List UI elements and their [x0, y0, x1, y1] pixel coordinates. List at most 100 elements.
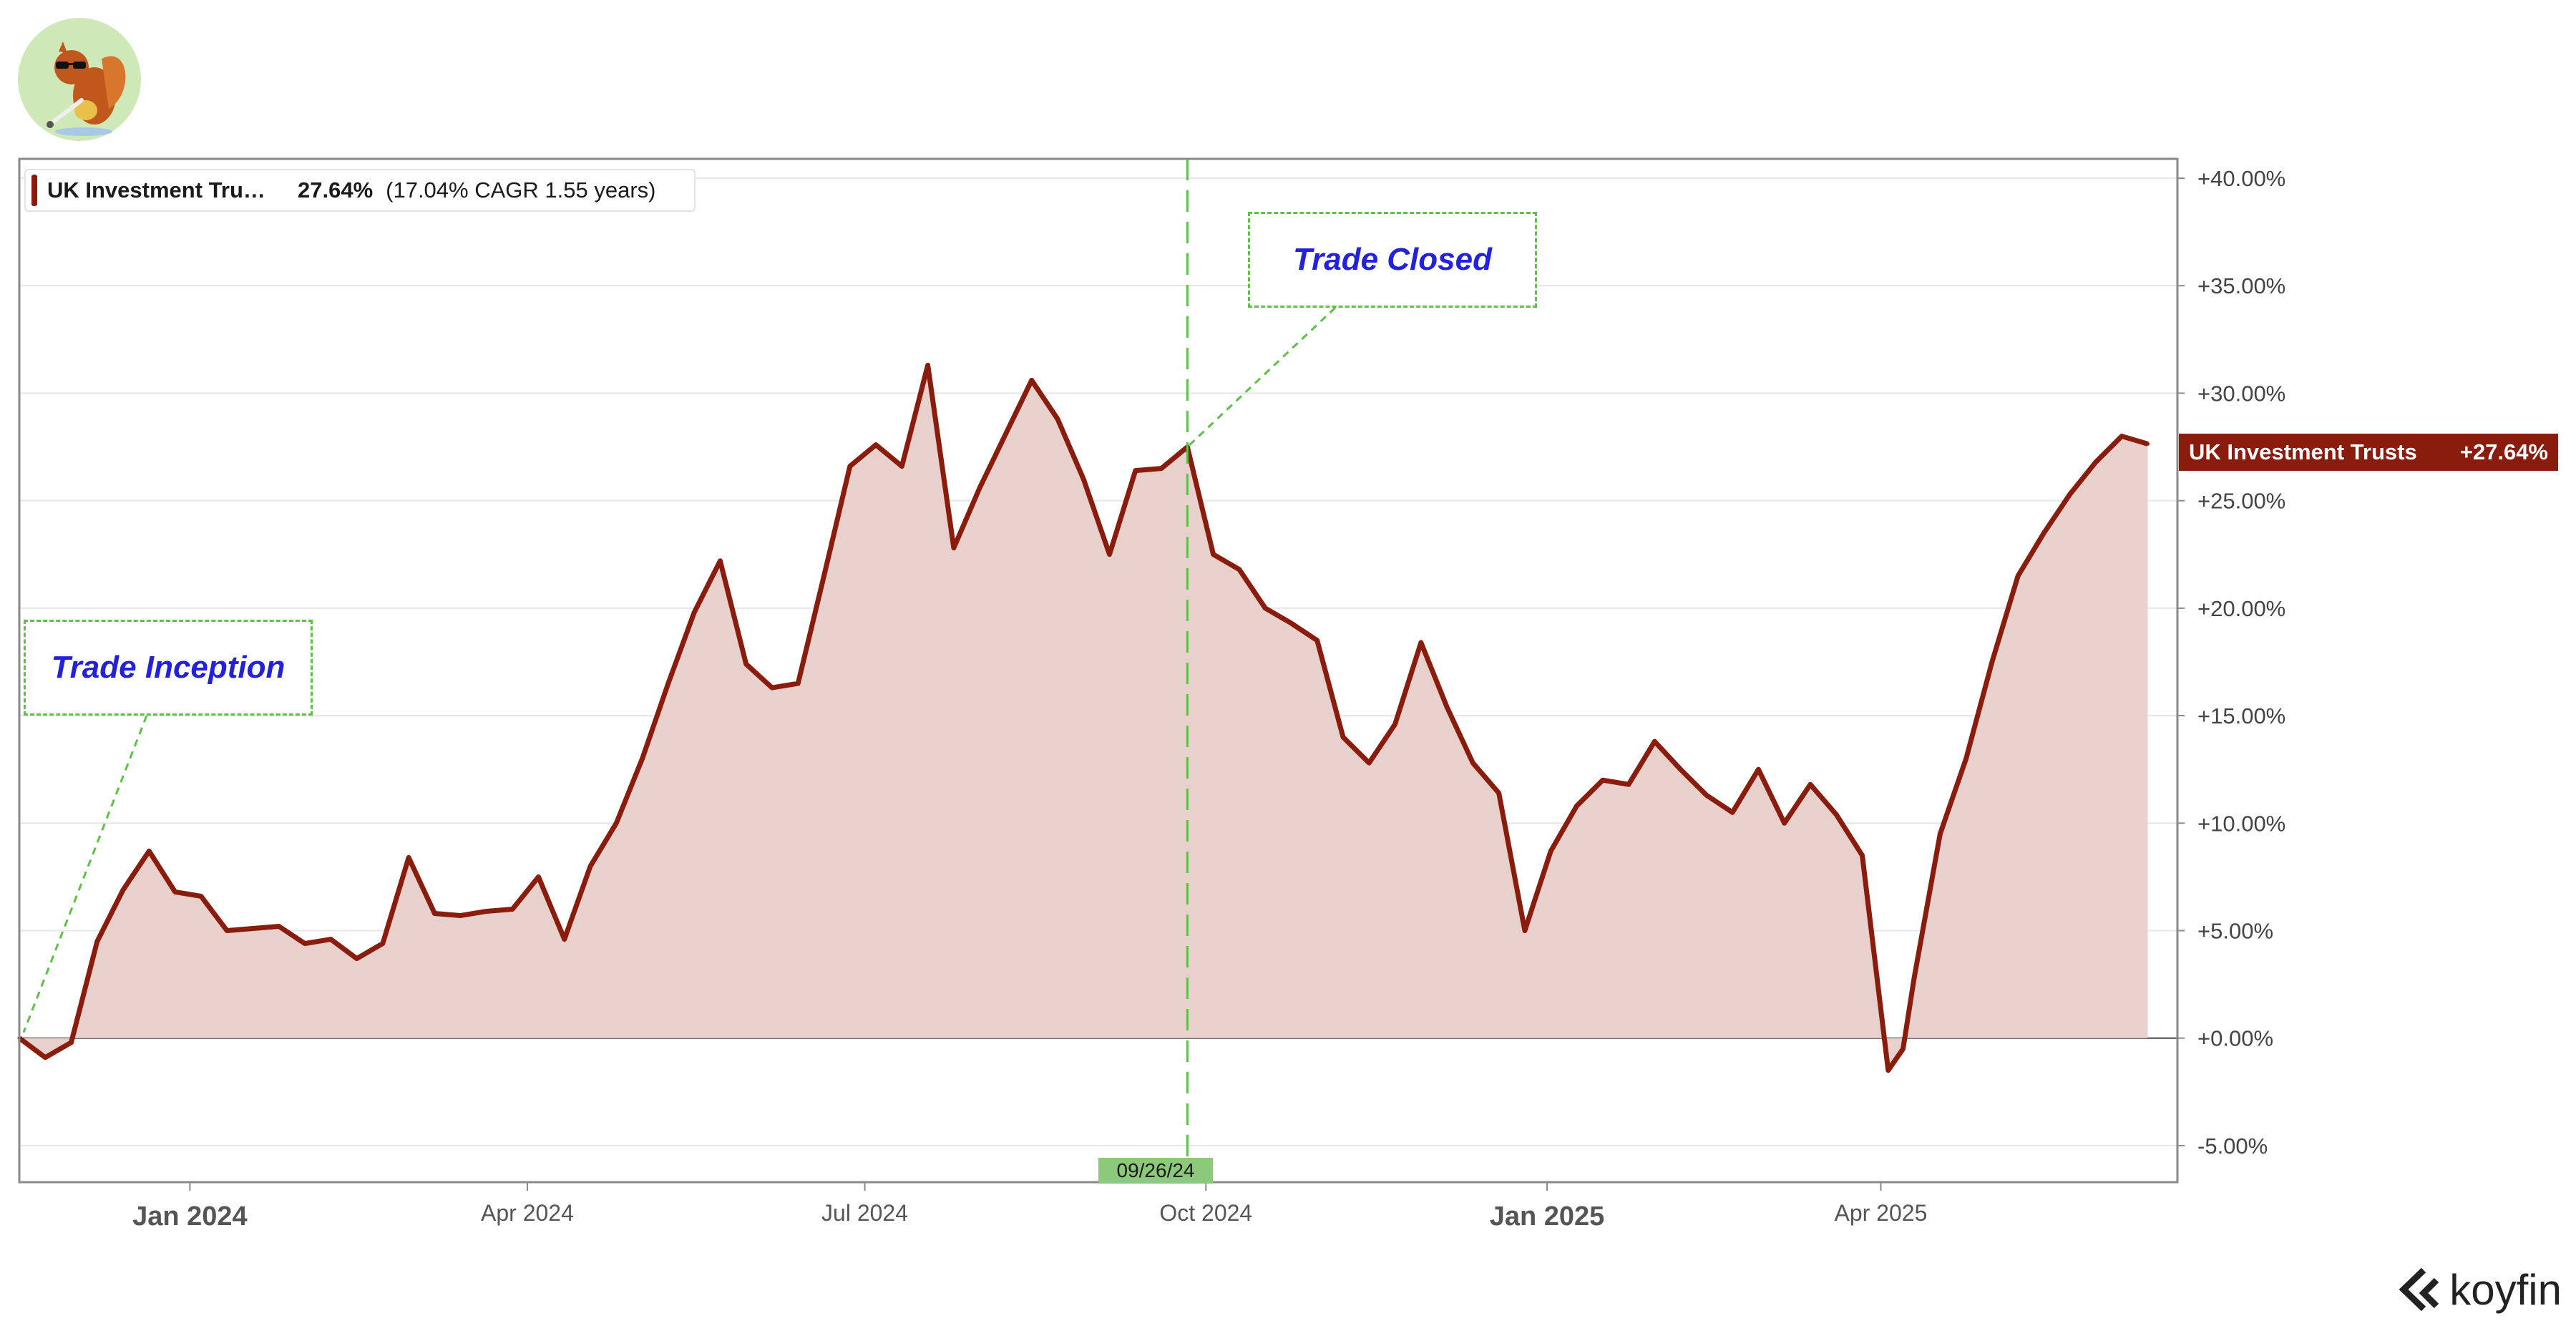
- data-point: [2094, 460, 2098, 464]
- data-point: [43, 1055, 47, 1060]
- data-point: [250, 927, 255, 931]
- data-point: [1030, 378, 1034, 382]
- x-tick-label: Apr 2024: [481, 1200, 574, 1226]
- series-tag-name: UK Investment Trusts: [2189, 439, 2417, 464]
- data-point: [1808, 782, 1813, 786]
- data-point: [1601, 778, 1605, 782]
- y-axis: +40.00% +35.00% +30.00% +25.00% +20.00% +15.0…: [2177, 166, 2285, 1159]
- data-point: [744, 662, 748, 666]
- data-point: [1419, 640, 1423, 645]
- annotation-layer: [22, 159, 1337, 1158]
- trade-closed-note[interactable]: Trade Closed: [1248, 212, 1537, 308]
- data-point: [1159, 467, 1163, 471]
- data-point: [2146, 442, 2150, 446]
- data-point: [1211, 552, 1216, 557]
- data-point: [432, 911, 436, 915]
- data-point: [899, 464, 904, 469]
- data-point: [1289, 621, 1293, 625]
- data-point: [1938, 832, 1942, 836]
- data-point: [1834, 812, 1838, 816]
- data-point: [952, 546, 956, 550]
- y-tick-label: +40.00%: [2197, 166, 2285, 191]
- data-point: [328, 937, 333, 942]
- data-point: [355, 957, 359, 961]
- data-point: [1574, 804, 1579, 808]
- data-point: [225, 929, 229, 933]
- data-point: [1679, 767, 1683, 771]
- data-point: [406, 855, 411, 859]
- x-tick-label: Apr 2025: [1834, 1200, 1927, 1226]
- data-point: [510, 907, 514, 911]
- data-point: [2068, 492, 2072, 497]
- data-point: [1263, 606, 1267, 610]
- data-point: [1081, 477, 1085, 482]
- koyfin-brand: koyfin: [2361, 1261, 2562, 1318]
- data-point: [1886, 1068, 1890, 1073]
- trade-closed-text: Trade Closed: [1293, 242, 1492, 277]
- data-point: [1055, 417, 1060, 421]
- koyfin-chevron-icon: [2399, 1267, 2439, 1312]
- x-tick-label: Jan 2024: [132, 1201, 248, 1232]
- data-point: [1730, 810, 1735, 814]
- series-tag-value: +27.64%: [2459, 439, 2548, 464]
- data-point: [1133, 469, 1138, 473]
- data-point: [1367, 761, 1371, 765]
- data-point: [2016, 574, 2020, 578]
- data-point: [1108, 552, 1112, 557]
- series-value-tag: UK Investment Trusts +27.64%: [2179, 434, 2558, 471]
- data-point: [1990, 660, 1994, 664]
- data-point: [1497, 791, 1501, 795]
- y-tick-label: +20.00%: [2197, 596, 2285, 621]
- chart-legend[interactable]: UK Investment Tru… 27.64% (17.04% CAGR 1…: [24, 169, 696, 212]
- data-point: [692, 610, 696, 615]
- data-point: [1782, 821, 1787, 825]
- y-tick-label: -5.00%: [2197, 1133, 2268, 1159]
- data-point: [173, 889, 177, 894]
- y-tick-label: +15.00%: [2197, 703, 2285, 728]
- legend-series-name: UK Investment Tru…: [47, 177, 265, 203]
- data-point: [666, 681, 670, 686]
- data-point: [926, 363, 930, 367]
- data-point: [277, 925, 281, 928]
- data-point: [1470, 761, 1475, 765]
- data-point: [796, 681, 800, 686]
- data-point: [121, 887, 125, 892]
- legend-return: 27.64%: [298, 177, 374, 203]
- data-point: [147, 849, 151, 853]
- data-point: [1704, 793, 1709, 797]
- data-point: [2041, 531, 2046, 535]
- data-point: [1315, 638, 1319, 643]
- data-point: [1393, 722, 1397, 726]
- data-point: [1445, 705, 1449, 709]
- x-axis: Jan 2024 Apr 2024 Jul 2024 Oct 2024 Jan 2025…: [132, 1182, 1927, 1232]
- data-point: [1860, 853, 1865, 857]
- legend-swatch: [31, 175, 37, 206]
- y-tick-label: +30.00%: [2197, 381, 2285, 406]
- data-point: [2119, 434, 2124, 439]
- x-tick-label: Oct 2024: [1159, 1200, 1252, 1226]
- trade-inception-text: Trade Inception: [51, 650, 286, 685]
- series-line: [17, 362, 2149, 1073]
- data-point: [1003, 432, 1008, 437]
- data-point: [536, 874, 540, 879]
- data-point: [770, 686, 774, 690]
- trade-inception-note[interactable]: Trade Inception: [24, 620, 313, 716]
- squirrel-mascot-logo: [16, 16, 143, 143]
- data-point: [562, 937, 567, 942]
- data-point: [1341, 735, 1345, 739]
- y-tick-label: +0.00%: [2197, 1026, 2273, 1051]
- data-point: [822, 574, 826, 578]
- brand-name: koyfin: [2449, 1265, 2562, 1314]
- date-marker-label: 09/26/24: [1098, 1158, 1213, 1184]
- data-point: [874, 443, 878, 447]
- data-point: [1626, 782, 1631, 786]
- data-point: [977, 486, 982, 490]
- data-point: [484, 909, 489, 913]
- legend-cagr: (17.04% CAGR 1.55 years): [386, 177, 656, 203]
- data-point: [69, 1040, 74, 1045]
- data-point: [1523, 929, 1527, 933]
- data-point: [718, 559, 722, 563]
- data-point: [1756, 767, 1760, 771]
- data-point: [1237, 567, 1241, 572]
